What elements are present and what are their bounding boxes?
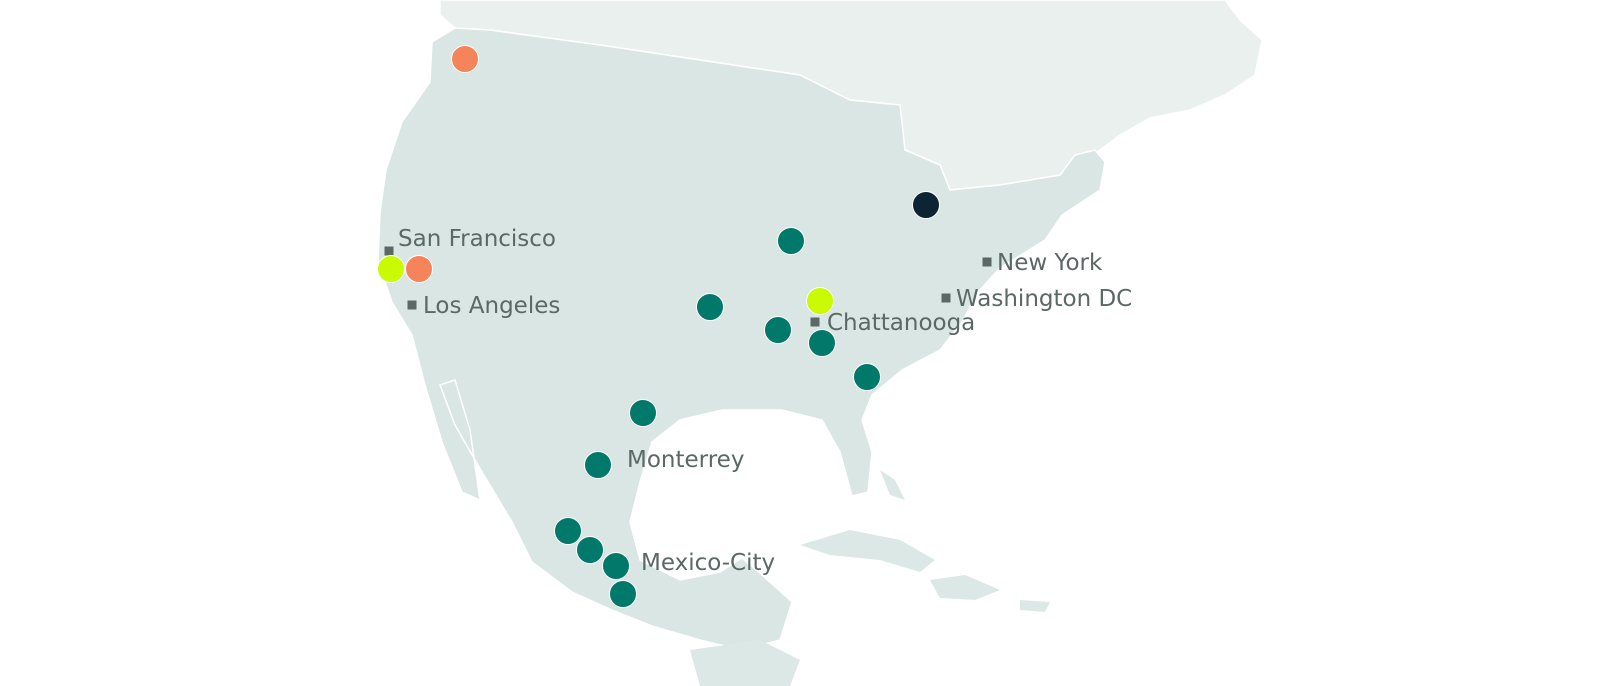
location-dot-orange[interactable] xyxy=(405,255,433,283)
city-label-los-angeles: Los Angeles xyxy=(407,293,560,319)
location-dot-teal[interactable] xyxy=(629,399,657,427)
city-label-washington-dc: Washington DC xyxy=(941,286,1132,312)
city-label-mexico-city: Mexico-City xyxy=(641,550,775,576)
city-name: Washington DC xyxy=(956,286,1132,312)
location-dot-teal[interactable] xyxy=(696,293,724,321)
usa-mexico-land xyxy=(377,27,1106,651)
location-dot-teal[interactable] xyxy=(764,316,792,344)
location-dot-orange[interactable] xyxy=(451,45,479,73)
location-dot-lime[interactable] xyxy=(806,287,834,315)
city-label-new-york: New York xyxy=(982,250,1103,276)
location-dot-teal[interactable] xyxy=(576,536,604,564)
city-square-marker xyxy=(941,293,951,303)
location-dot-teal[interactable] xyxy=(609,580,637,608)
caribbean-islands xyxy=(690,470,1050,686)
city-label-chattanooga: Chattanooga xyxy=(810,310,975,336)
location-dot-teal[interactable] xyxy=(584,451,612,479)
city-name: Mexico-City xyxy=(641,550,775,576)
city-name: Los Angeles xyxy=(423,293,560,319)
city-name: New York xyxy=(997,250,1103,276)
city-name: Monterrey xyxy=(627,447,744,473)
location-dot-teal[interactable] xyxy=(808,329,836,357)
location-dot-lime[interactable] xyxy=(377,255,405,283)
location-dot-teal[interactable] xyxy=(554,517,582,545)
city-name: Chattanooga xyxy=(827,310,975,336)
city-name: San Francisco xyxy=(398,226,556,252)
location-dot-teal[interactable] xyxy=(602,552,630,580)
location-dot-teal[interactable] xyxy=(777,227,805,255)
city-square-marker xyxy=(407,300,417,310)
city-square-marker xyxy=(982,257,992,267)
city-label-monterrey: Monterrey xyxy=(627,447,744,473)
city-square-marker xyxy=(810,317,820,327)
city-square-marker xyxy=(384,246,394,256)
location-dot-teal[interactable] xyxy=(853,363,881,391)
location-dot-navy[interactable] xyxy=(912,191,940,219)
city-label-san-francisco: San Francisco xyxy=(384,226,556,256)
